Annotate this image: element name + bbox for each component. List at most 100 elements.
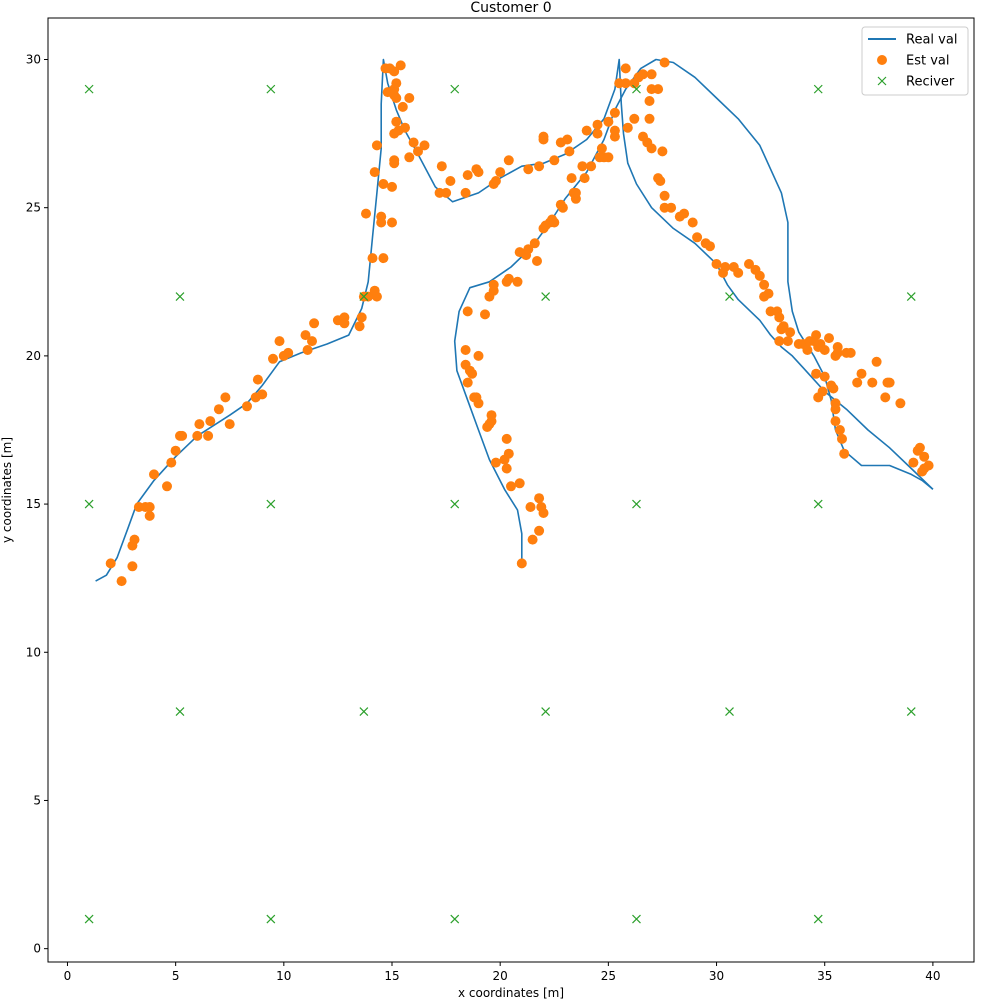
est-val-point (460, 345, 471, 355)
est-val-point (144, 510, 155, 521)
est-val-point (839, 448, 850, 459)
est-val-point (462, 306, 473, 317)
est-val-point (534, 493, 545, 504)
receiver-marker (906, 707, 916, 716)
est-val-point (782, 336, 793, 347)
est-val-point (895, 398, 906, 409)
est-val-point (802, 345, 813, 355)
est-val-point (177, 430, 188, 441)
est-val-point (395, 60, 406, 71)
x-tick-label: 15 (384, 969, 399, 983)
est-val-point (692, 232, 703, 243)
est-val-point (687, 217, 698, 228)
est-val-point (586, 161, 597, 172)
est-val-point (116, 576, 127, 587)
est-val-point (655, 176, 666, 186)
receiver-marker (450, 914, 460, 924)
est-val-point (679, 208, 690, 219)
est-val-point (367, 253, 378, 264)
est-val-point (720, 262, 731, 272)
y-tick-label: 20 (26, 349, 41, 363)
est-val-point (830, 404, 841, 415)
est-val-point (813, 392, 824, 403)
legend: Real val Est val Reciver (861, 26, 969, 96)
est-val-point (579, 173, 590, 184)
est-val-point (162, 481, 172, 492)
est-val-point (252, 374, 263, 385)
est-val-point (408, 137, 419, 148)
y-tick-label: 5 (33, 793, 41, 807)
receiver-marker (632, 914, 641, 924)
est-val-point (629, 113, 640, 124)
est-val-point (283, 347, 294, 358)
est-val-point (577, 161, 588, 172)
est-val-point (127, 561, 138, 572)
legend-label: Est val (906, 54, 950, 69)
est-val-point (549, 217, 560, 228)
est-val-point (819, 345, 830, 355)
receiver-marker (84, 914, 94, 924)
est-val-point (581, 125, 592, 136)
est-val-point (871, 356, 882, 367)
est-val-point (837, 433, 847, 444)
est-val-point (356, 312, 367, 323)
receiver-marker (906, 292, 916, 302)
est-val-point (242, 401, 252, 412)
est-val-point (144, 502, 155, 512)
est-val-point (170, 445, 181, 456)
receiver-marker (541, 292, 551, 302)
est-val-point (490, 457, 501, 468)
est-val-point (711, 259, 722, 269)
est-val-point (534, 161, 545, 172)
est-val-point (759, 279, 770, 290)
receiver-marker (632, 499, 641, 509)
legend-label: Real val (906, 33, 957, 48)
receiver-marker (813, 84, 823, 94)
est-val-point (192, 430, 203, 441)
est-val-point (646, 84, 657, 95)
est-val-point (622, 122, 633, 133)
est-val-point (516, 558, 527, 569)
est-val-point (774, 312, 785, 323)
est-val-point (473, 167, 484, 178)
x-tick-label: 5 (172, 969, 180, 983)
est-val-point (594, 152, 605, 163)
x-tick-label: 25 (601, 969, 616, 983)
est-val-point (302, 345, 313, 355)
est-val-point (486, 410, 497, 421)
est-val-point (469, 392, 480, 403)
ticks-layer: 0 5 10 15 20 25 30 35 40 0 5 10 15 20 25 30 (26, 52, 941, 983)
receiver-marker (813, 499, 823, 509)
est-val-point (912, 445, 923, 456)
est-val-point (557, 202, 568, 213)
est-val-point (880, 392, 891, 403)
est-val-point (436, 161, 447, 172)
y-tick-label: 25 (26, 201, 41, 215)
est-val-point (354, 321, 365, 332)
receiver-marker (84, 84, 94, 94)
receiver-marker (632, 84, 641, 94)
est-val-point (501, 433, 512, 444)
est-val-point (562, 134, 573, 145)
receiver-marker (450, 84, 460, 94)
est-val-point (369, 167, 380, 178)
est-val-point (309, 318, 320, 329)
est-val-point (596, 143, 607, 154)
est-val-point (389, 155, 400, 166)
est-val-point (657, 146, 668, 157)
est-val-point (441, 187, 452, 198)
receiver-marker (266, 84, 276, 94)
est-val-point (387, 181, 397, 192)
est-val-point (387, 217, 397, 228)
est-val-point (514, 478, 525, 489)
est-val-point (300, 330, 311, 341)
legend-label: Reciver (906, 75, 955, 90)
est-val-point (397, 101, 408, 112)
est-val-point (512, 276, 523, 287)
est-val-point (413, 146, 423, 157)
est-val-point (224, 419, 235, 430)
est-val-point (105, 558, 116, 569)
est-val-point (467, 368, 478, 379)
est-val-point (462, 170, 473, 181)
y-tick-label: 10 (26, 645, 41, 659)
